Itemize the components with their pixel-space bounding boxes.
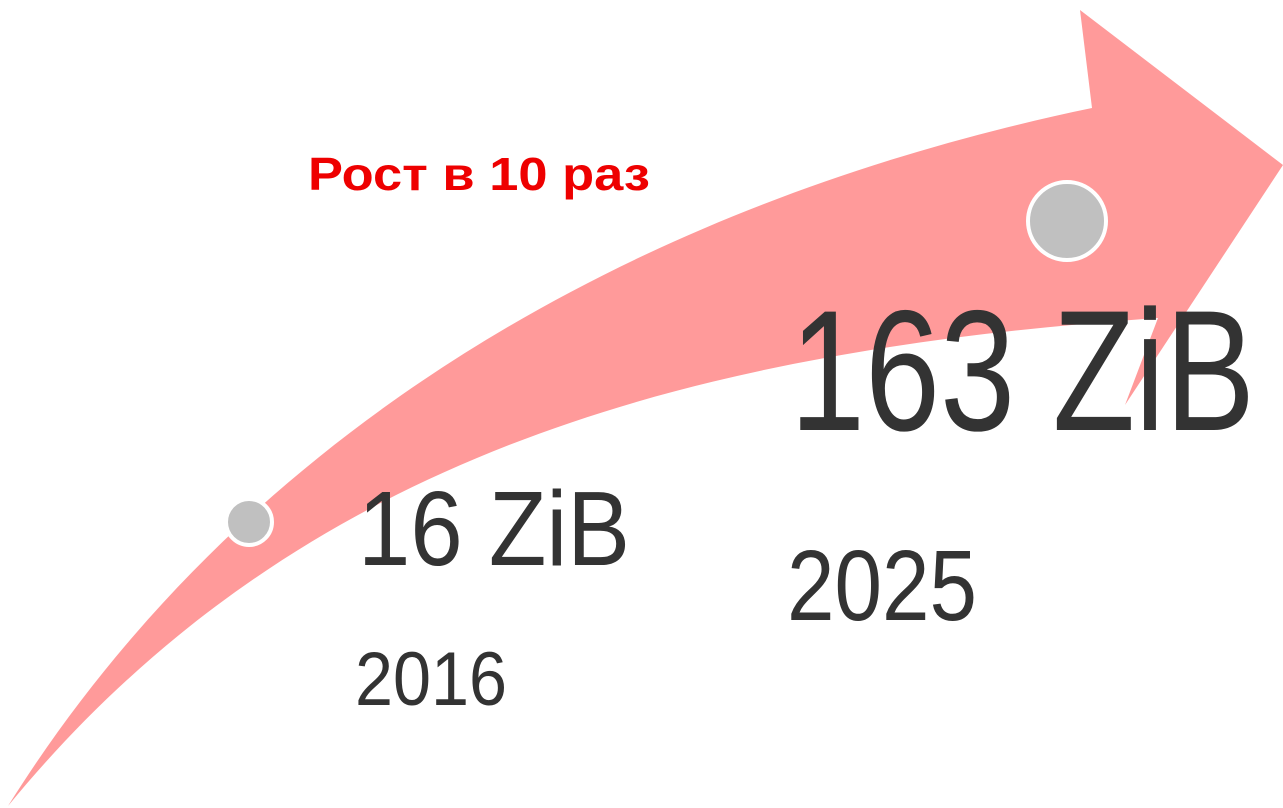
growth-arrow — [8, 10, 1283, 806]
value-label: 16 ZiB — [358, 470, 630, 588]
year-label: 2025 — [787, 530, 977, 642]
value-label: 163 ZiB — [790, 275, 1255, 467]
point-marker — [224, 497, 274, 547]
headline: Рост в 10 раз — [308, 148, 650, 200]
point-marker — [1026, 180, 1108, 262]
year-label: 2016 — [355, 637, 507, 722]
